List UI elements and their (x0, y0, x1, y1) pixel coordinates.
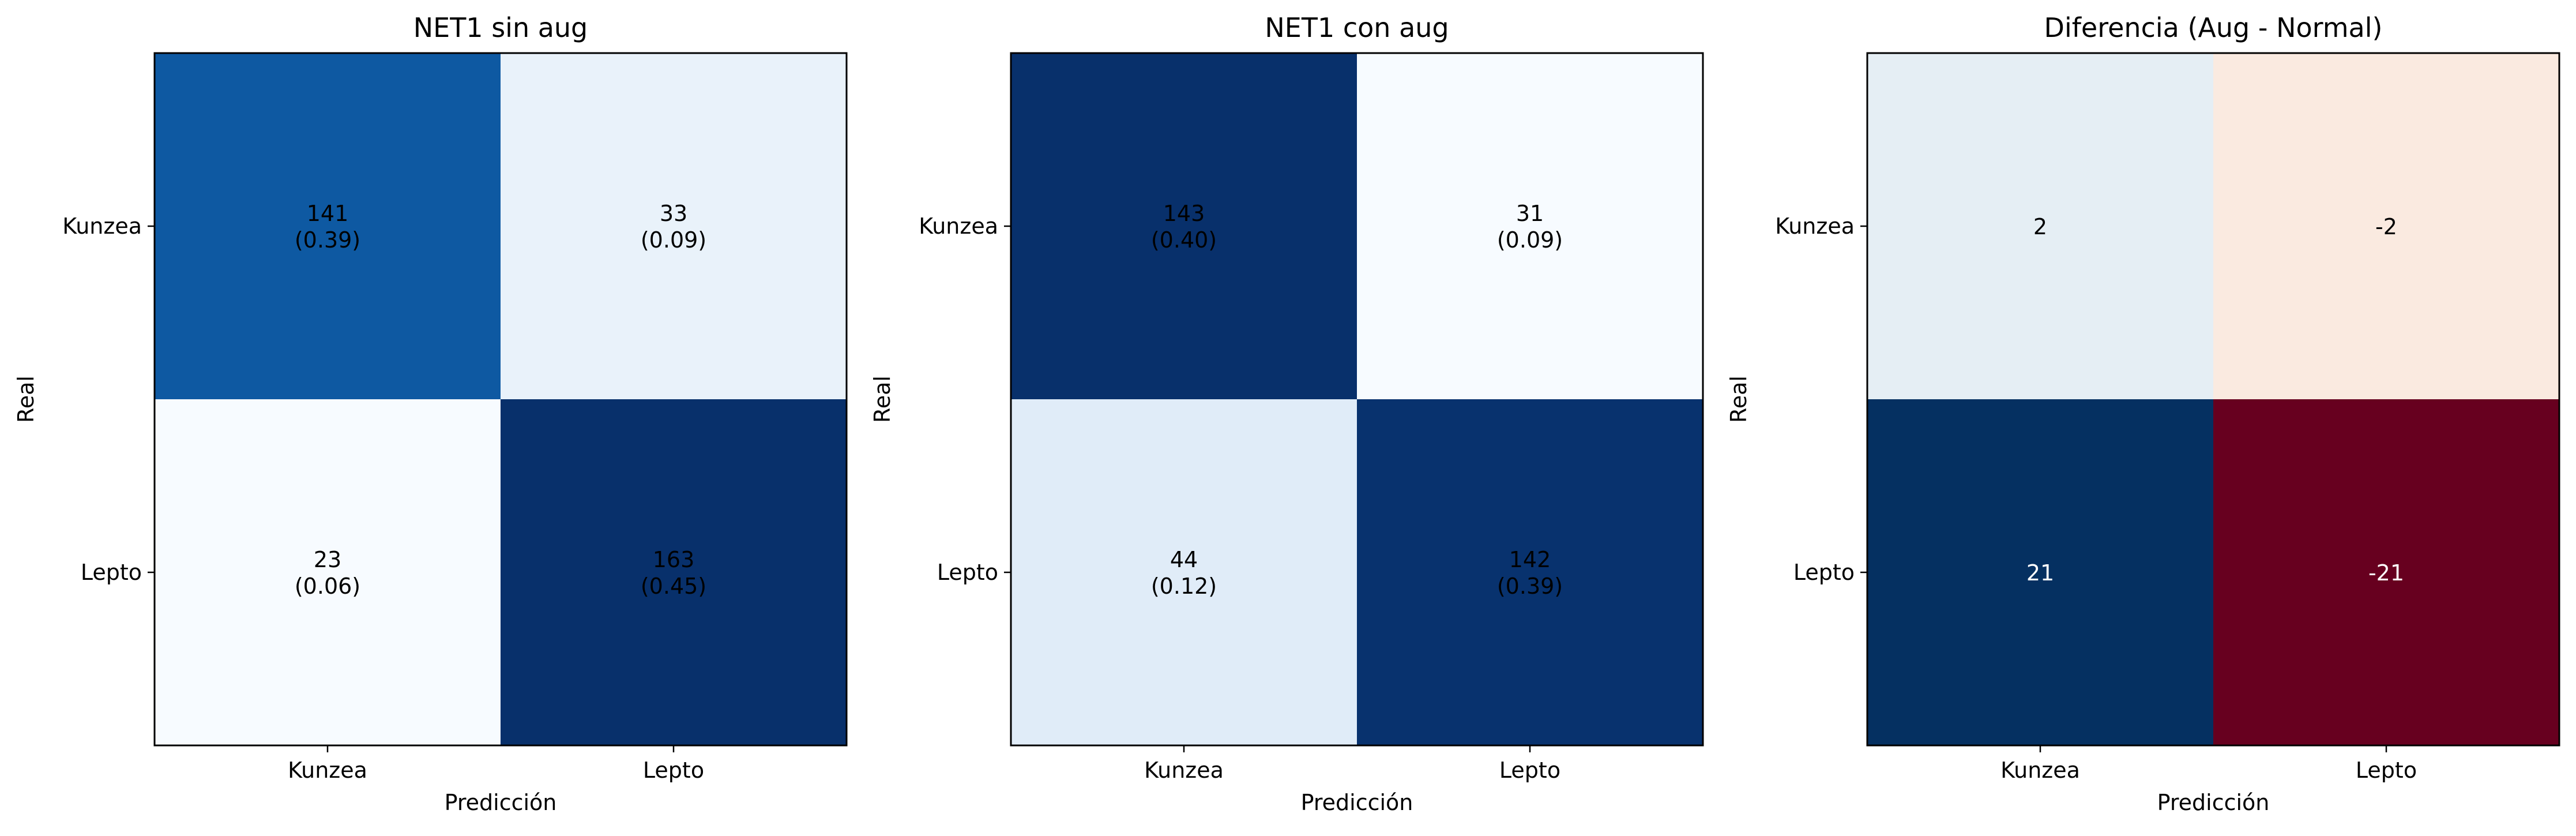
cell-fraction-label: (0.09) (641, 227, 706, 253)
heatmap-cell-1-1 (2213, 399, 2559, 745)
axes-frame (153, 52, 848, 747)
heatmap-cell-0-1 (1357, 53, 1703, 399)
x-tick-label: Lepto (2356, 758, 2417, 783)
y-tick-label: Lepto (81, 560, 142, 585)
y-axis-label: Real (870, 376, 895, 423)
cell-fraction-label: (0.39) (295, 227, 360, 253)
heatmap-cell-0-1 (2213, 53, 2559, 399)
y-tick-label: Kunzea (919, 213, 998, 239)
cell-fraction-label: (0.39) (1497, 573, 1563, 599)
chart-title: NET1 sin aug (413, 12, 588, 43)
chart-title: NET1 con aug (1265, 12, 1449, 43)
cell-fraction-label: (0.09) (1497, 227, 1563, 253)
cell-value-label: 31 (1516, 201, 1544, 226)
cell-value-label: 2 (2033, 214, 2047, 239)
y-tick-label: Lepto (1793, 560, 1855, 585)
heatmap-panel-1: 141(0.39) 33(0.09) 23(0.06) 163(0.45) Kunzea… (13, 12, 848, 815)
cell-value-label: 141 (307, 201, 349, 226)
heatmap-cell-1-1 (501, 399, 847, 745)
heatmap-cell-0-1 (501, 53, 847, 399)
heatmap-cell-1-0 (1867, 399, 2213, 745)
x-tick-label: Kunzea (2000, 758, 2080, 783)
cell-value-label: 163 (653, 547, 695, 572)
cell-fraction-label: (0.40) (1151, 227, 1217, 253)
x-axis-label: Predicción (445, 790, 557, 815)
cell-fraction-label: (0.12) (1151, 573, 1217, 599)
y-axis-label: Real (13, 376, 39, 423)
heatmap-cell-1-0 (155, 399, 501, 745)
heatmap-panel-2: 143(0.40) 31(0.09) 44(0.12) 142(0.39) Kunzea… (870, 12, 1704, 815)
cell-value-label: 142 (1509, 547, 1551, 572)
cell-value-label: 21 (2026, 560, 2054, 586)
cell-value-label: 33 (660, 201, 687, 226)
cell-fraction-label: (0.45) (641, 573, 706, 599)
cell-value-label: -2 (2375, 214, 2397, 239)
cell-value-label: -21 (2368, 560, 2404, 586)
heatmap-cell-0-0 (1867, 53, 2213, 399)
heatmap-cell-0-0 (155, 53, 501, 399)
y-tick-label: Lepto (937, 560, 998, 585)
heatmap-cell-0-0 (1011, 53, 1357, 399)
heatmap-panel-3: 2 -2 21 -21 Kunzea Lepto Kunzea Lepto Diferencia… (1726, 12, 2560, 815)
x-tick-label: Lepto (1499, 758, 1560, 783)
x-tick-label: Lepto (643, 758, 704, 783)
axes-frame (1866, 52, 2560, 747)
axes-frame (1010, 52, 1704, 747)
x-tick-label: Kunzea (1144, 758, 1224, 783)
cell-value-label: 23 (314, 547, 341, 572)
x-tick-label: Kunzea (288, 758, 367, 783)
cell-value-label: 44 (1170, 547, 1198, 572)
x-axis-label: Predicción (1301, 790, 1413, 815)
cell-value-label: 143 (1163, 201, 1205, 226)
y-tick-label: Kunzea (1775, 213, 1855, 239)
cell-fraction-label: (0.06) (295, 573, 360, 599)
heatmap-cell-1-1 (1357, 399, 1703, 745)
heatmap-cell-1-0 (1011, 399, 1357, 745)
x-axis-label: Predicción (2157, 790, 2270, 815)
chart-title: Diferencia (Aug - Normal) (2044, 12, 2383, 43)
y-tick-label: Kunzea (62, 213, 142, 239)
y-axis-label: Real (1726, 376, 1751, 423)
